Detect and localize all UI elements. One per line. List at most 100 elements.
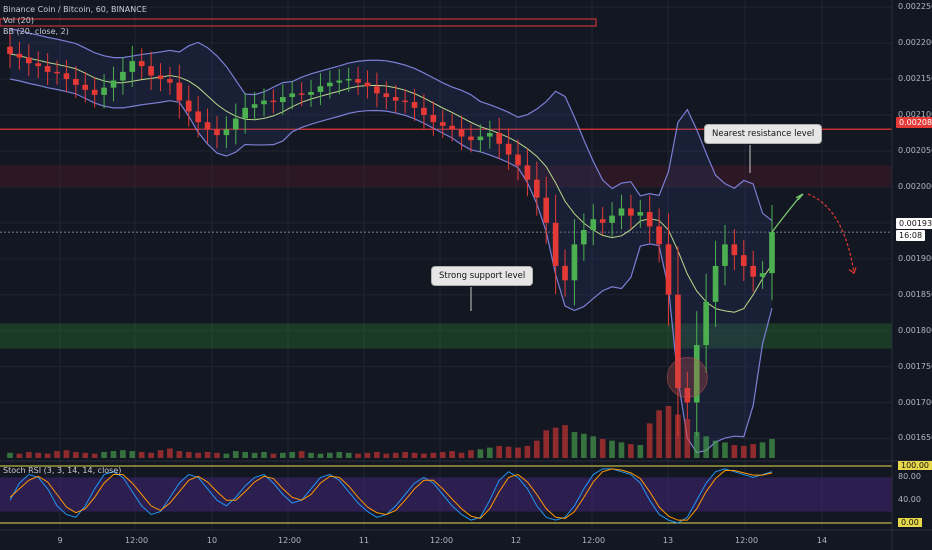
volume-bar [618,442,625,458]
stoch-tick-label: 0.00 [898,518,922,527]
price-tick-label: 0.0018500 [898,289,932,299]
volume-bar [223,453,230,458]
candle-body [54,71,60,74]
volume-bar [16,453,23,458]
candle-body [25,57,32,64]
time-tick-label: 12:00 [125,536,149,545]
price-tick-label: 0.0021000 [898,110,932,119]
volume-bar [496,445,503,458]
volume-bar [73,451,79,458]
stoch-tick-label: 40.00 [898,495,921,505]
candle-body [533,179,540,198]
volume-bar [345,452,352,458]
volume-bar [204,451,211,458]
countdown-tag: 16:08 [896,230,926,241]
candle-body [750,265,757,277]
candle-body [185,100,192,112]
volume-bar [750,444,757,458]
candle-body [355,79,361,83]
candle-body [138,61,145,67]
volume-bar [421,453,427,458]
stoch-legend[interactable]: Stoch RSI (3, 3, 14, 14, close) [3,466,122,475]
volume-bar [722,442,728,458]
volume-bar [91,453,98,458]
candle-body [722,244,728,266]
volume-bar [185,451,192,458]
price-tick-label: 0.0022000 [898,38,932,48]
volume-bar [468,450,474,458]
price-tick-label: 0.0020500 [898,145,932,155]
legend-highlight-box [0,18,597,27]
candle-body [628,208,634,216]
candle-body [637,212,644,216]
volume-bars [7,406,775,458]
candle-body [552,222,559,266]
volume-bar [562,425,568,458]
bb-legend[interactable]: BB (20, close, 2) [3,27,69,36]
candle-body [590,219,597,230]
projection-up-arrowhead [795,193,804,201]
volume-bar [242,451,249,458]
volume-bar [477,449,484,458]
candle-body [298,93,305,95]
volume-bar [759,442,766,458]
candle-body [73,79,79,85]
volume-bar [35,452,42,458]
candle-body [204,122,211,130]
volume-bar [261,451,267,458]
candle-body [562,265,568,281]
candle-body [675,294,681,389]
volume-bar [25,451,32,458]
volume-bar [289,451,296,458]
time-tick-label: 9 [57,536,63,545]
volume-bar [148,452,154,458]
candle-body [7,46,13,54]
projection-down-arrowhead [848,267,857,275]
volume-bar [138,451,145,458]
candle-body [214,129,220,136]
candle-body [524,165,531,180]
stoch-tick-label: 100.00 [898,461,932,470]
volume-legend[interactable]: Vol (20) [3,16,34,25]
candle-body [656,226,662,245]
candle-body [251,104,258,108]
candle-body [571,244,578,281]
candle-body [223,129,230,136]
candle-body [769,232,775,274]
candle-body [91,89,98,95]
volume-bar [599,438,606,458]
volume-bar [101,451,107,458]
volume-bar [120,450,126,458]
candles [7,33,775,437]
volume-bar [505,446,512,458]
volume-bar [129,451,136,458]
volume-bar [449,451,455,458]
bollinger-bands [9,28,773,454]
candle-body [129,61,136,72]
candle-body [712,265,719,302]
bb-lower [9,78,773,454]
candle-body [289,93,296,98]
volume-bar [270,453,277,458]
candle-body [609,215,615,223]
candle-body [167,79,173,83]
time-tick-label: 13 [662,536,674,545]
volume-bar [44,453,51,458]
candle-body [646,212,653,227]
volume-bar [308,452,314,458]
candle-body [486,132,493,137]
volume-bar [637,445,644,458]
candle-body [383,93,390,98]
price-tick-label: 0.0018000 [898,325,932,335]
candle-body [44,66,51,72]
candle-body [684,388,691,403]
volume-bar [543,430,550,458]
volume-bar [684,419,691,458]
price-tick-label: 0.0022500 [898,2,932,12]
time-tick-label: 10 [206,536,218,545]
stoch-tick-label: 80.00 [898,472,921,482]
chart-title: Binance Coin / Bitcoin, 60, BINANCE [3,5,147,14]
candle-body [195,111,201,123]
candle-body [599,219,606,223]
